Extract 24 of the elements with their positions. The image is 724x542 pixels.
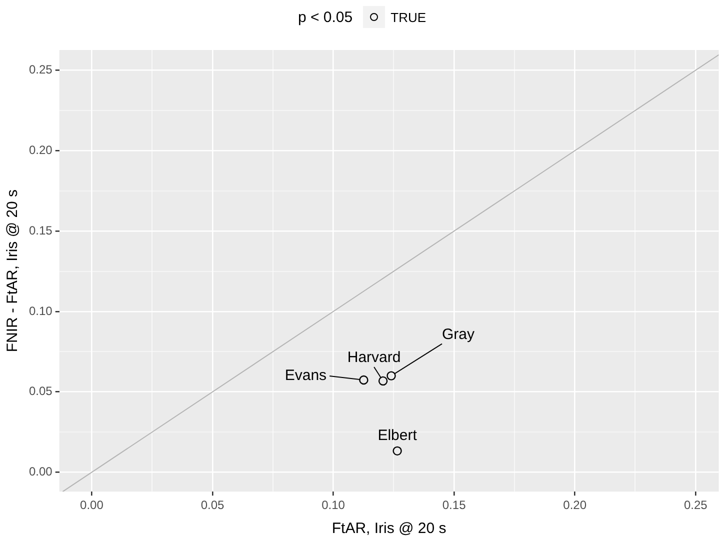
annotation: Elbert: [378, 427, 418, 444]
x-tick-label: 0.25: [684, 498, 708, 512]
y-tick-label: 0.15: [28, 223, 53, 238]
x-tick-label: 0.00: [80, 498, 104, 512]
annotation: Gray: [442, 326, 475, 343]
x-axis-title: FtAR, Iris @ 20 s: [332, 520, 446, 538]
x-tick-label: 0.20: [563, 498, 587, 512]
y-tick-label: 0.00: [28, 464, 53, 479]
point: [359, 375, 368, 385]
point: [378, 376, 388, 386]
point: [386, 371, 396, 380]
legend-title: p < 0.05: [298, 8, 353, 26]
x-tick-label: 0.15: [442, 498, 466, 512]
y-axis-title: FNIR - FtAR, Iris @ 20 s: [4, 189, 22, 352]
x-tick-label: 0.05: [200, 498, 225, 512]
x-tick-label: 0.10: [322, 498, 346, 512]
legend-label: TRUE: [390, 10, 426, 24]
annotation: Harvard: [347, 349, 401, 366]
y-tick-label: 0.05: [28, 384, 53, 398]
y-tick-label: 0.20: [28, 142, 53, 157]
annotation: Evans: [284, 367, 327, 384]
y-tick-label: 0.10: [28, 304, 53, 318]
y-tick-label: 0.25: [28, 62, 53, 77]
point: [392, 446, 402, 456]
